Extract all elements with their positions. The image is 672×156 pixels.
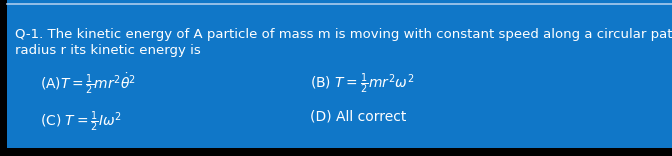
Text: (D) All correct: (D) All correct <box>310 110 407 124</box>
Text: (B) $T = \frac{1}{2}mr^2\omega^2$: (B) $T = \frac{1}{2}mr^2\omega^2$ <box>310 72 414 96</box>
Text: Q-1. The kinetic energy of A particle of mass m is moving with constant speed al: Q-1. The kinetic energy of A particle of… <box>15 28 672 41</box>
Text: (A)$T = \frac{1}{2}mr^2\dot{\theta}^2$: (A)$T = \frac{1}{2}mr^2\dot{\theta}^2$ <box>40 72 136 96</box>
Bar <box>0 148 672 156</box>
Bar <box>0 0 7 156</box>
Text: (C) $T = \frac{1}{2}I\omega^2$: (C) $T = \frac{1}{2}I\omega^2$ <box>40 110 122 134</box>
Text: radius r its kinetic energy is: radius r its kinetic energy is <box>15 44 201 57</box>
